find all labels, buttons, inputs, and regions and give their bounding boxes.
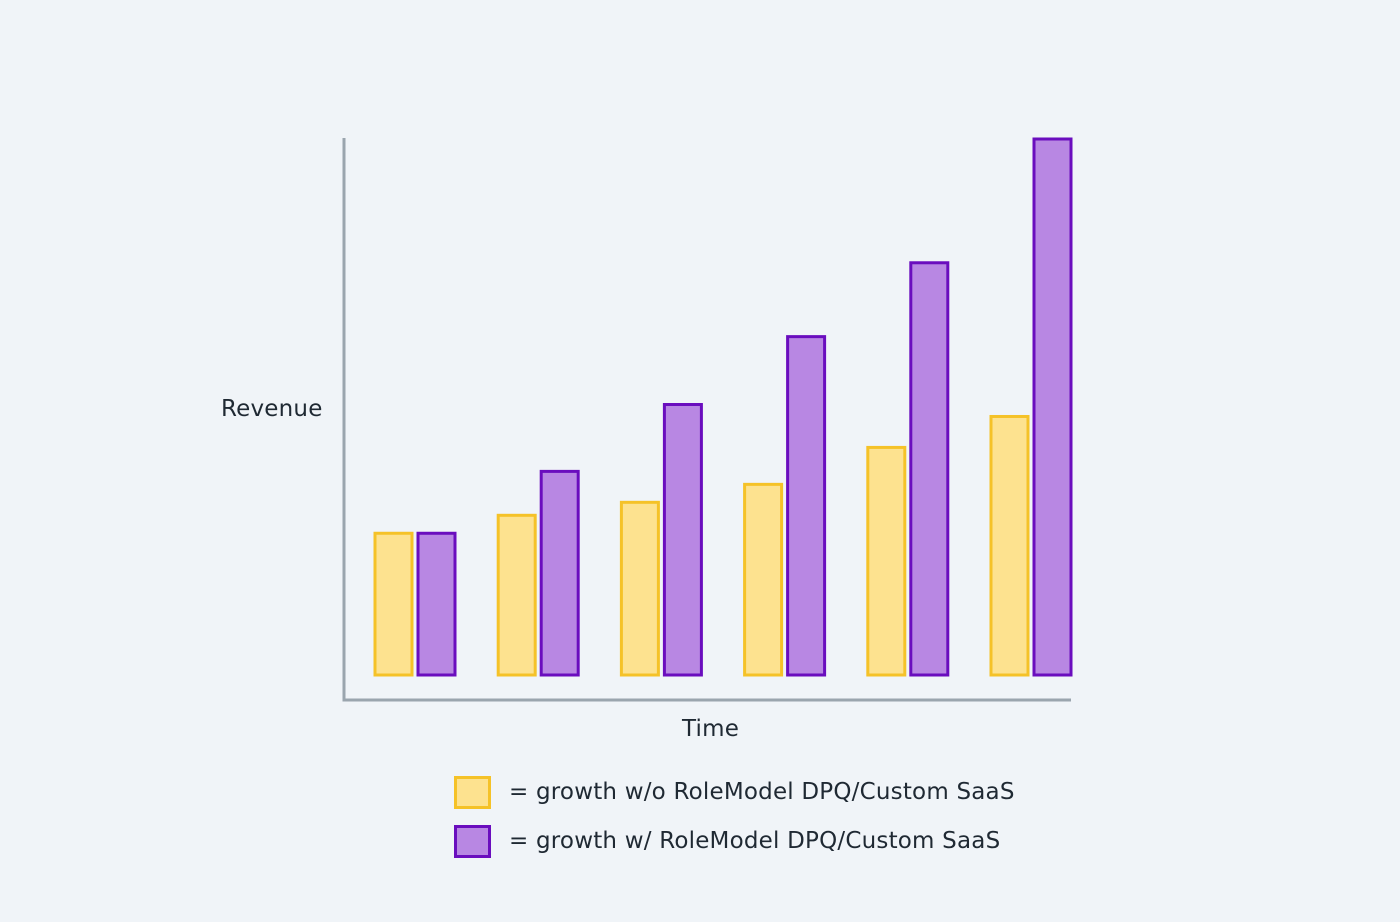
legend: = growth w/o RoleModel DPQ/Custom SaaS =… [454, 772, 1015, 870]
bar-without-2 [496, 513, 537, 677]
bar-with-1 [416, 531, 457, 677]
bar-with-2 [539, 469, 580, 677]
bar-with-4 [786, 335, 827, 677]
legend-swatch-without [454, 775, 491, 809]
legend-item-with: = growth w/ RoleModel DPQ/Custom SaaS [454, 821, 1015, 861]
bar-without-1 [373, 531, 414, 677]
legend-swatch-with [454, 824, 491, 858]
bar-with-6 [1032, 137, 1073, 677]
y-axis-label: Revenue [221, 396, 323, 422]
bar-with-5 [909, 261, 950, 677]
bar-without-4 [743, 482, 784, 677]
bar-without-5 [866, 445, 907, 677]
bar-with-3 [662, 403, 703, 677]
legend-label-with: = growth w/ RoleModel DPQ/Custom SaaS [509, 828, 1001, 854]
bar-without-6 [989, 414, 1030, 677]
bar-without-3 [619, 500, 660, 677]
x-axis-label: Time [682, 716, 740, 742]
legend-label-without: = growth w/o RoleModel DPQ/Custom SaaS [509, 779, 1015, 805]
legend-item-without: = growth w/o RoleModel DPQ/Custom SaaS [454, 772, 1015, 812]
